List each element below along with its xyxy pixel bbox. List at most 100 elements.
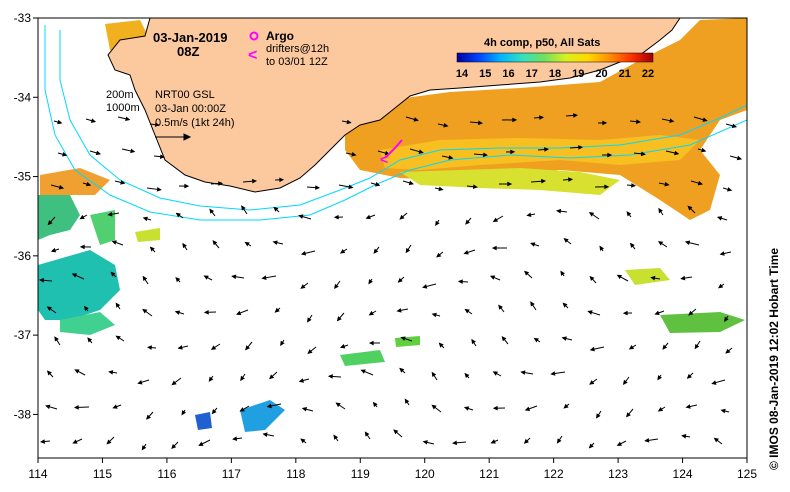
current-arrow-head: [713, 437, 719, 443]
current-arrow-head: [393, 429, 399, 435]
lat-tick-label: -38: [14, 407, 32, 421]
current-arrow-head: [711, 380, 717, 385]
sst-patch-south-coast-cool: [400, 168, 620, 195]
current-arrow-head: [492, 405, 498, 411]
sst-patch-south-blue-2: [195, 412, 212, 430]
isobath-200m: [59, 30, 747, 211]
current-arrow-head: [315, 185, 321, 190]
current-arrow-head: [457, 279, 463, 284]
current-arrow-head: [607, 152, 613, 158]
current-arrow-head: [231, 274, 237, 280]
sst-patch-mid-green: [340, 350, 385, 366]
product-label: NRT00 GSL: [155, 89, 215, 101]
current-arrow-head: [622, 310, 628, 316]
current-arrow-head: [686, 373, 692, 379]
current-arrow-head: [86, 181, 92, 187]
current-arrow-head: [731, 123, 738, 129]
current-arrow-head: [262, 432, 268, 437]
current-arrow-head: [448, 155, 454, 160]
lon-tick-label: 118: [286, 467, 305, 481]
current-arrow-head: [602, 120, 608, 126]
argo-legend-icon: [249, 31, 259, 41]
current-arrow-head: [211, 409, 217, 415]
sst-patch-east-green: [660, 312, 745, 333]
colorbar-tick-label: 14: [456, 68, 469, 80]
current-arrow-head: [539, 115, 545, 120]
current-arrow-head: [279, 177, 285, 183]
current-arrow-head: [397, 277, 403, 283]
current-arrow-head: [108, 370, 114, 375]
credit-label: © IMOS 08-Jan-2019 12:02 Hobart Time: [767, 247, 781, 470]
current-arrow-head: [146, 414, 151, 420]
lat-tick-label: -34: [14, 90, 32, 104]
current-arrow-head: [307, 349, 313, 354]
current-arrow-head: [368, 340, 374, 346]
current-arrow-head: [73, 405, 79, 410]
current-arrow-head: [589, 380, 595, 385]
current-arrow-head: [657, 241, 664, 246]
current-arrow-head: [235, 310, 242, 316]
current-arrow-head: [533, 337, 539, 343]
current-arrow-head: [436, 252, 442, 258]
current-arrow-head: [563, 403, 569, 409]
sst-patch-southwest-green: [38, 195, 80, 240]
current-arrow-head: [154, 122, 160, 127]
sst-layer: [38, 18, 747, 432]
current-arrow-head: [174, 310, 181, 315]
colorbar-tick-label: 19: [572, 68, 584, 80]
current-arrow-head: [351, 151, 357, 157]
current-arrow-head: [90, 118, 97, 123]
current-arrow-head: [498, 304, 503, 310]
lon-tick-label: 119: [351, 467, 370, 481]
current-arrow-head: [589, 275, 595, 281]
colorbar-tick-label: 20: [595, 68, 607, 80]
current-arrow-head: [404, 398, 410, 404]
current-arrow-head: [280, 340, 285, 346]
current-arrow-head: [339, 249, 346, 254]
current-arrow-head: [443, 122, 449, 128]
current-vectors: [38, 113, 743, 451]
current-arrow-head: [57, 119, 63, 125]
current-arrow-head: [510, 149, 516, 155]
scale-arrow: [155, 133, 192, 141]
current-arrow-head: [657, 406, 664, 412]
current-arrow-head: [431, 371, 437, 378]
drifter-legend-icon: <: [248, 47, 257, 64]
argo-label: Argo: [266, 29, 294, 43]
current-arrow-head: [364, 431, 370, 437]
sst-patch-west-teal-2: [60, 312, 115, 335]
current-arrow-head: [725, 348, 731, 354]
sst-patch-yellow-west: [135, 228, 160, 242]
current-arrow-head: [252, 178, 258, 184]
current-arrow-head: [718, 283, 724, 289]
current-arrow-head: [523, 438, 529, 444]
current-arrow-head: [300, 438, 306, 444]
current-arrow-head: [266, 403, 272, 409]
colorbar-tick-label: 22: [642, 68, 654, 80]
current-arrow-head: [137, 380, 143, 385]
current-arrow-head: [298, 214, 304, 219]
current-arrow-head: [541, 178, 547, 184]
current-arrow-head: [71, 273, 77, 278]
current-arrow-head: [626, 412, 631, 418]
current-arrow-head: [46, 370, 52, 376]
colorbar-tick-label: 21: [619, 68, 631, 80]
current-arrow-head: [142, 216, 148, 222]
current-arrow-head: [716, 216, 723, 221]
colorbar-tick-label: 16: [502, 68, 514, 80]
current-arrow-head: [489, 275, 496, 280]
lon-tick-label: 115: [93, 467, 112, 481]
current-arrow-head: [520, 370, 526, 375]
current-arrow-head: [171, 443, 177, 450]
current-arrow-head: [181, 410, 187, 416]
current-arrow-head: [301, 407, 308, 412]
current-arrow-head: [333, 214, 339, 220]
current-arrow-head: [628, 344, 635, 350]
current-arrow-head: [149, 246, 155, 252]
current-arrow-head: [507, 181, 513, 187]
current-arrow-head: [408, 180, 415, 186]
current-arrow-head: [463, 250, 469, 255]
current-arrow-head: [422, 440, 428, 445]
current-arrow-head: [244, 241, 250, 247]
current-arrow-head: [203, 275, 209, 280]
